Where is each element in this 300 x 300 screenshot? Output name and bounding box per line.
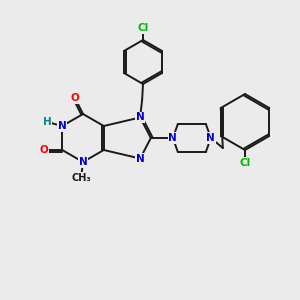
Text: N: N	[58, 121, 67, 131]
Text: O: O	[40, 145, 49, 155]
Text: Cl: Cl	[137, 23, 148, 33]
Text: H: H	[43, 117, 52, 127]
Text: CH₃: CH₃	[71, 173, 91, 183]
Text: N: N	[79, 157, 87, 167]
Text: N: N	[169, 133, 177, 143]
Text: O: O	[70, 93, 80, 103]
Text: N: N	[206, 133, 215, 143]
Text: Cl: Cl	[239, 158, 250, 168]
Text: N: N	[136, 112, 145, 122]
Text: N: N	[136, 154, 145, 164]
